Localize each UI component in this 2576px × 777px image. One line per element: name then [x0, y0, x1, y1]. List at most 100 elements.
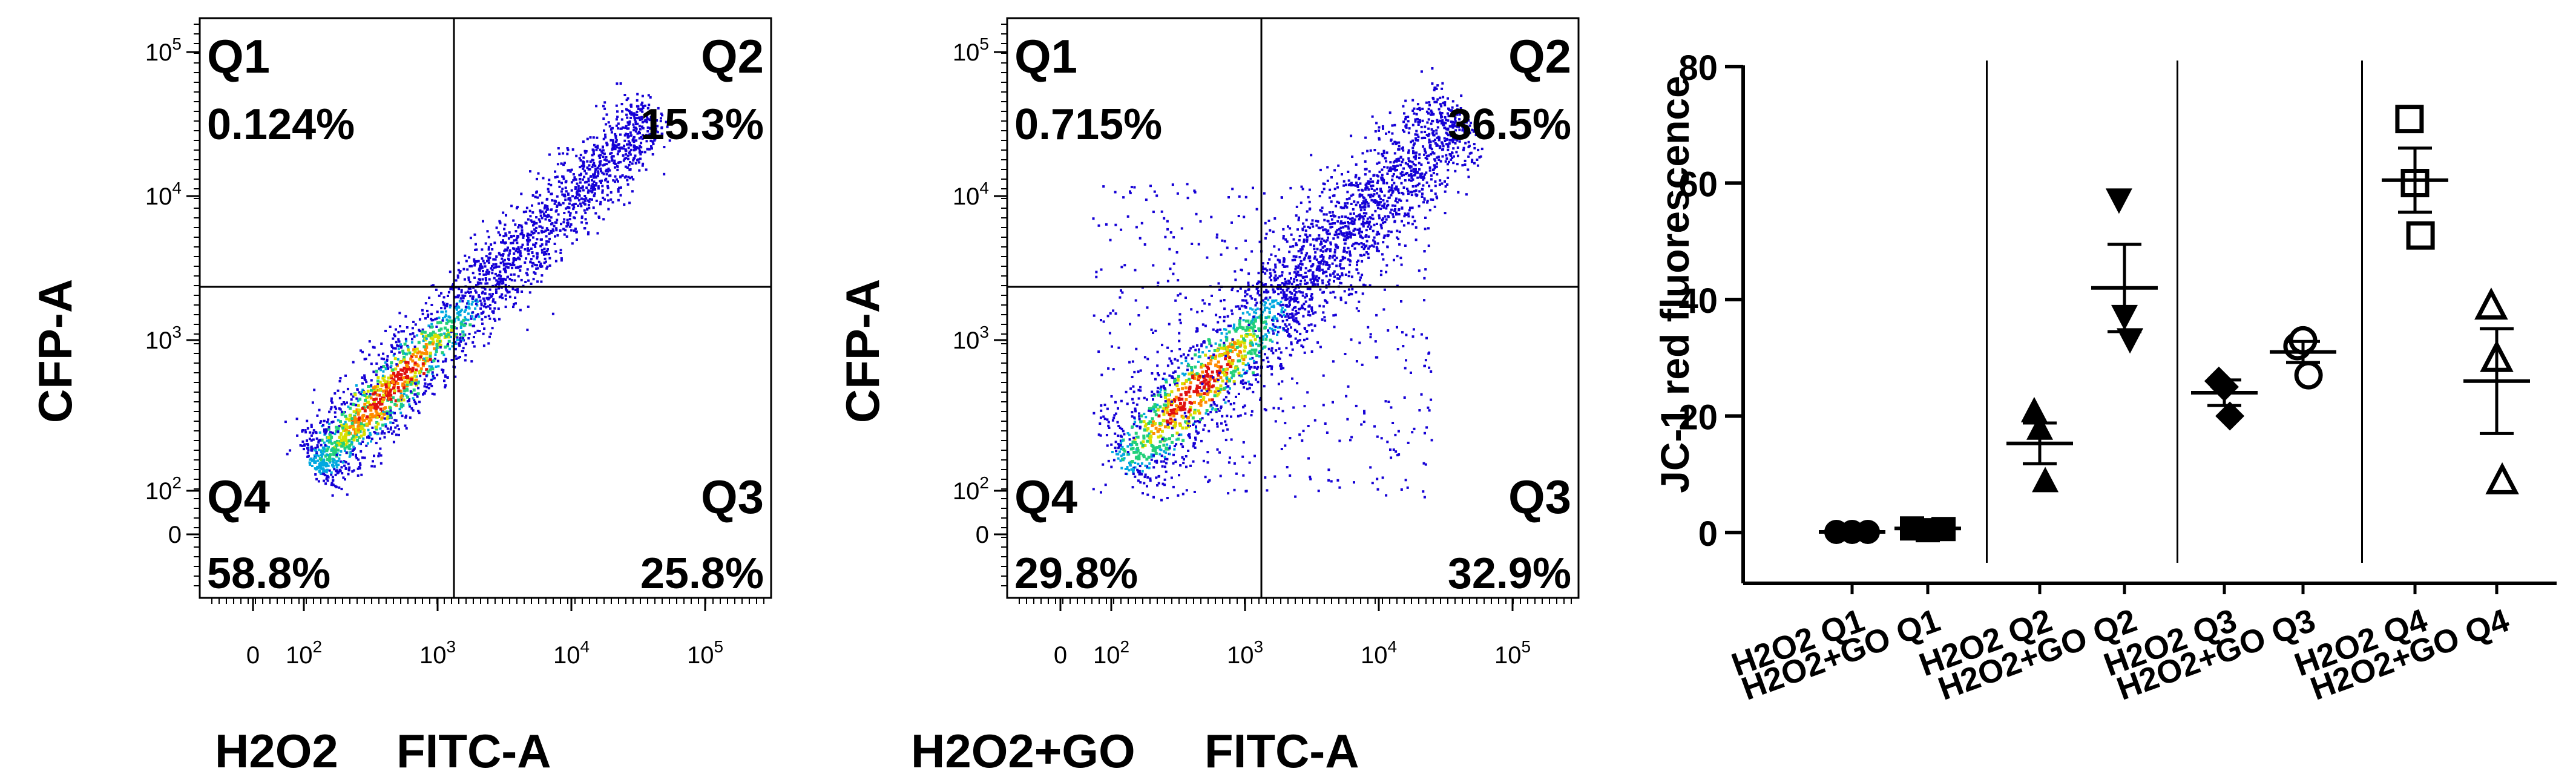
- event-dot: [473, 345, 476, 348]
- event-dot: [429, 382, 432, 385]
- event-dot: [494, 301, 497, 304]
- event-dot: [397, 330, 400, 333]
- event-dot: [460, 289, 463, 292]
- event-dot: [1290, 292, 1293, 295]
- event-dot: [1376, 242, 1379, 245]
- event-dot: [335, 460, 338, 463]
- event-dot: [557, 202, 560, 205]
- event-dot: [507, 237, 510, 240]
- event-dot: [555, 227, 558, 230]
- event-dot: [454, 375, 457, 378]
- event-dot: [640, 108, 643, 111]
- event-dot: [1376, 204, 1379, 207]
- event-dot: [1439, 160, 1442, 163]
- event-dot: [1383, 288, 1386, 291]
- event-dot: [392, 354, 395, 357]
- event-dot: [1224, 328, 1227, 331]
- event-dot: [438, 329, 441, 332]
- event-dot: [514, 297, 517, 299]
- event-dot: [495, 226, 498, 229]
- event-dot: [1258, 281, 1261, 283]
- event-dot: [1261, 310, 1264, 313]
- event-dot: [343, 449, 346, 452]
- event-dot: [1187, 390, 1191, 394]
- event-dot: [1268, 258, 1271, 261]
- event-dot: [605, 123, 608, 126]
- event-dot: [481, 278, 484, 281]
- event-dot: [462, 267, 465, 270]
- event-dot: [390, 361, 393, 364]
- event-dot: [392, 411, 395, 414]
- event-dot: [1195, 427, 1197, 430]
- event-dot: [1366, 217, 1369, 220]
- event-dot: [585, 172, 588, 175]
- event-dot: [464, 254, 467, 257]
- event-dot: [539, 194, 542, 197]
- event-dot: [525, 206, 528, 209]
- event-dot: [506, 291, 509, 294]
- event-dot: [608, 169, 611, 172]
- event-dot: [611, 155, 614, 158]
- event-dot: [1339, 282, 1342, 284]
- event-dot: [1181, 382, 1184, 385]
- event-dot: [370, 440, 372, 443]
- event-dot: [328, 437, 332, 441]
- event-dot: [1359, 276, 1362, 279]
- event-dot: [1211, 370, 1214, 374]
- event-dot: [482, 297, 485, 300]
- event-dot: [1224, 386, 1227, 389]
- event-dot: [1408, 127, 1411, 130]
- event-dot: [1347, 275, 1350, 278]
- event-dot: [1205, 388, 1208, 392]
- event-dot: [1269, 276, 1271, 279]
- event-dot: [544, 204, 547, 207]
- event-dot: [480, 302, 483, 305]
- event-dot: [619, 133, 622, 136]
- event-dot: [444, 358, 447, 361]
- event-dot: [1152, 446, 1156, 450]
- event-dot: [428, 341, 432, 344]
- event-dot: [404, 376, 408, 379]
- event-dot: [629, 144, 632, 146]
- event-dot: [1348, 231, 1351, 233]
- event-dot: [1191, 416, 1195, 420]
- event-dot: [1391, 184, 1394, 187]
- event-dot: [350, 421, 354, 425]
- event-dot: [386, 417, 389, 421]
- event-dot: [1149, 441, 1152, 444]
- event-dot: [591, 188, 594, 191]
- event-dot: [1468, 131, 1471, 134]
- event-dot: [1207, 384, 1211, 388]
- event-dot: [568, 214, 571, 217]
- event-dot: [1368, 223, 1371, 226]
- event-dot: [530, 234, 533, 237]
- event-dot: [1392, 172, 1395, 175]
- event-dot: [418, 370, 422, 373]
- event-dot: [431, 337, 435, 341]
- event-dot: [429, 358, 432, 361]
- event-dot: [1325, 284, 1328, 287]
- event-dot: [332, 420, 335, 423]
- event-dot: [480, 304, 483, 307]
- event-dot: [545, 235, 548, 238]
- event-dot: [315, 431, 318, 434]
- event-dot: [1205, 409, 1209, 412]
- event-dot: [537, 218, 540, 221]
- event-dot: [324, 469, 327, 472]
- event-dot: [396, 371, 400, 375]
- event-dot: [1224, 382, 1227, 385]
- event-dot: [312, 429, 315, 432]
- event-dot: [643, 104, 646, 107]
- event-dot: [1138, 418, 1141, 421]
- event-dot: [1468, 124, 1471, 127]
- event-dot: [1456, 163, 1459, 166]
- event-dot: [1140, 462, 1143, 465]
- event-dot: [631, 139, 634, 142]
- event-dot: [561, 175, 564, 178]
- event-dot: [511, 261, 514, 264]
- event-dot: [1464, 119, 1467, 122]
- event-dot: [376, 433, 379, 436]
- event-dot: [499, 261, 502, 264]
- event-dot: [615, 139, 618, 142]
- event-dot: [648, 148, 651, 151]
